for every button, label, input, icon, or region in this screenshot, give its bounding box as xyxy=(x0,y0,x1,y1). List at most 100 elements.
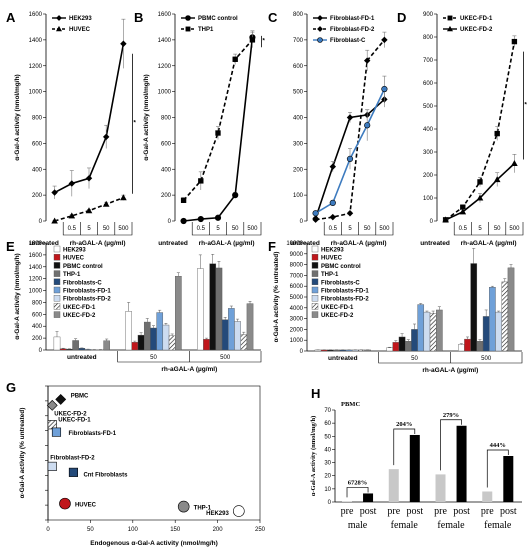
bar xyxy=(411,329,418,352)
data-point xyxy=(381,36,388,44)
panel-label-b: B xyxy=(134,10,143,25)
data-point xyxy=(180,197,187,203)
percent-change-label: 279% xyxy=(443,412,459,419)
bar xyxy=(482,316,490,352)
data-point xyxy=(329,163,337,170)
plot-frame xyxy=(47,385,261,521)
data-point xyxy=(249,37,256,43)
legend-marker xyxy=(317,26,323,32)
bar-post xyxy=(456,425,467,502)
legend-swatch xyxy=(311,278,319,285)
y-tick-label: 400 xyxy=(32,167,43,173)
data-point xyxy=(477,179,483,185)
series-line xyxy=(315,39,386,221)
data-point xyxy=(180,217,187,225)
x-axis-title: rh-aGAL-A (µg/ml) xyxy=(461,240,517,247)
y-tick-label: 1400 xyxy=(29,38,43,44)
legend-entry: UKEC-FD-1 xyxy=(63,305,96,311)
y-tick-label: 600 xyxy=(423,81,434,87)
bar xyxy=(162,324,170,351)
bar xyxy=(131,342,139,351)
change-bracket xyxy=(486,449,509,488)
bar xyxy=(215,267,223,351)
bar xyxy=(246,303,254,351)
legend-swatch xyxy=(53,311,61,318)
bar xyxy=(84,349,92,351)
point-label: UKEC-FD-2 xyxy=(54,411,87,417)
x-group-label: untreated xyxy=(67,354,97,361)
point-label: HEK293 xyxy=(206,511,229,517)
data-point xyxy=(346,155,354,162)
bar-pre xyxy=(482,491,493,502)
y-tick-label: 500 xyxy=(293,90,304,96)
y-tick-label: 100 xyxy=(423,196,434,202)
x-category-label: untreated xyxy=(158,240,188,247)
y-tick-label: 7000 xyxy=(290,273,304,279)
y-tick-label: 6000 xyxy=(290,284,304,290)
y-axis-title: α-Gal-A activity (% untreated) xyxy=(19,408,26,499)
percent-change-label: 204% xyxy=(396,421,412,428)
data-point xyxy=(312,216,319,223)
percent-change-label: 6728% xyxy=(348,479,368,486)
y-tick-label: 100 xyxy=(293,193,304,199)
bar xyxy=(72,340,79,351)
bar xyxy=(66,348,73,351)
data-point xyxy=(364,122,371,129)
legend-entry: HUVEC xyxy=(63,256,85,262)
bar-label-pre: pre xyxy=(341,506,354,517)
y-tick-label: 800 xyxy=(32,300,43,306)
bar xyxy=(137,334,145,351)
point-label: Fibroblasts-FD-1 xyxy=(68,431,116,437)
legend-swatch xyxy=(53,270,61,277)
bar xyxy=(240,334,248,351)
legend-entry: Fibroblasts-C xyxy=(63,280,102,286)
legend-entry: THP-1 xyxy=(63,272,81,278)
y-tick-label: 0 xyxy=(168,219,172,225)
x-axis-title: Endogenous α-Gal-A activity (nmol/mg/h) xyxy=(90,540,218,547)
significance-marker: * xyxy=(524,102,527,109)
point-label: UKEC-FD-1 xyxy=(58,418,91,424)
x-axis-title: rh-aGAL-A (µg/ml) xyxy=(331,240,387,247)
x-group-label: 50 xyxy=(150,355,157,361)
legend-entry: Fibroblasts-FD-2 xyxy=(63,297,111,303)
x-group-label: untreated xyxy=(328,355,358,362)
x-category-label: 5 xyxy=(216,226,220,232)
series-line xyxy=(445,41,516,221)
legend-swatch xyxy=(53,303,61,310)
bar xyxy=(78,348,86,351)
data-point xyxy=(442,216,449,223)
x-category-label: 500 xyxy=(118,226,129,232)
y-tick-label: 800 xyxy=(32,116,43,122)
legend-entry: Fibroblast-C xyxy=(330,38,366,44)
y-tick-label: 400 xyxy=(293,116,304,122)
legend-swatch xyxy=(311,253,319,261)
bar xyxy=(228,308,235,351)
x-group-label: 500 xyxy=(220,355,231,361)
x-category-label: 500 xyxy=(379,226,390,232)
y-tick-label: 800 xyxy=(423,35,434,41)
group-label-sex: female xyxy=(484,520,512,531)
data-point xyxy=(198,178,204,184)
x-group-label: 500 xyxy=(481,356,492,362)
y-tick-label: 300 xyxy=(293,141,304,147)
x-category-label: untreated xyxy=(420,240,450,247)
y-tick-label: 1000 xyxy=(290,338,304,344)
series-line xyxy=(183,39,253,201)
legend-swatch xyxy=(53,278,61,285)
data-point xyxy=(494,130,500,137)
legend-entry: PBMC control xyxy=(198,16,238,22)
scatter-point xyxy=(177,500,190,513)
bar xyxy=(203,339,210,351)
data-point xyxy=(346,210,354,217)
y-tick-label: 1600 xyxy=(29,253,43,259)
y-tick-label: 5000 xyxy=(290,295,304,301)
x-category-label: 5 xyxy=(87,226,91,232)
legend-entry: UKEC-FD-1 xyxy=(321,305,354,311)
y-tick-label: 1000 xyxy=(29,90,43,96)
legend-entry: HEK293 xyxy=(321,248,344,254)
y-tick-label: 1000 xyxy=(158,90,172,96)
data-point xyxy=(312,210,319,217)
legend-swatch xyxy=(311,303,319,310)
bar xyxy=(386,347,393,352)
